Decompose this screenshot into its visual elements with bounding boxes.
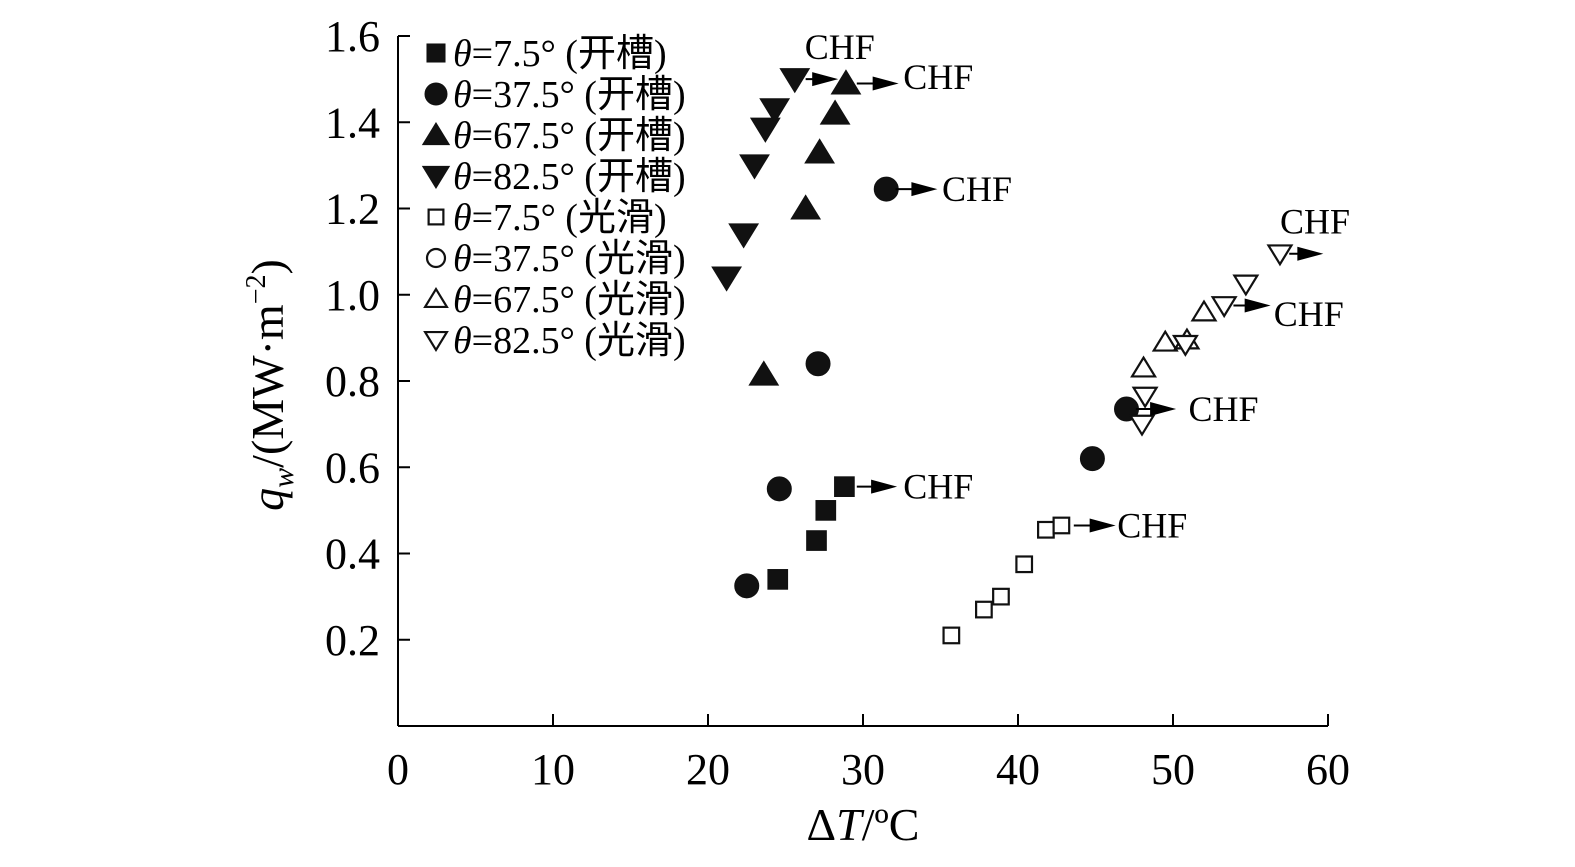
data-point bbox=[749, 117, 781, 143]
data-point bbox=[711, 266, 743, 292]
legend-label: θ=67.5° (光滑) bbox=[453, 279, 686, 321]
data-point bbox=[1079, 446, 1105, 472]
data-point bbox=[1151, 329, 1179, 352]
chf-label: CHF bbox=[942, 169, 1012, 209]
legend-marker bbox=[425, 247, 447, 269]
data-point bbox=[806, 530, 827, 551]
series-0 bbox=[767, 476, 855, 590]
chf-label: CHF bbox=[903, 467, 973, 507]
data-point bbox=[766, 476, 792, 502]
data-point bbox=[759, 98, 791, 124]
chf-arrow-head bbox=[872, 76, 899, 91]
y-tick-label: 0.2 bbox=[325, 616, 380, 665]
series-1 bbox=[734, 176, 1139, 599]
y-tick-label: 0.4 bbox=[325, 530, 380, 579]
data-point bbox=[1130, 355, 1158, 378]
data-point bbox=[779, 68, 811, 94]
chf-label: CHF bbox=[1280, 201, 1350, 241]
y-tick-label: 1.6 bbox=[325, 12, 380, 61]
legend-label: θ=82.5° (开槽) bbox=[453, 156, 686, 198]
legend-label: θ=82.5° (光滑) bbox=[453, 320, 686, 362]
legend-marker bbox=[421, 121, 451, 146]
data-point bbox=[734, 573, 760, 599]
series-2 bbox=[748, 69, 862, 386]
chf-arrow-head bbox=[812, 72, 839, 87]
chf-arrow-head bbox=[1089, 518, 1116, 533]
legend-label: θ=67.5° (开槽) bbox=[453, 115, 686, 157]
data-point bbox=[992, 587, 1010, 606]
data-point bbox=[1266, 244, 1294, 267]
data-point bbox=[805, 351, 831, 377]
data-point bbox=[1232, 274, 1260, 297]
chf-arrow-head bbox=[1244, 298, 1271, 313]
y-tick-label: 0.8 bbox=[325, 357, 380, 406]
data-point bbox=[804, 138, 836, 164]
series-3 bbox=[711, 68, 811, 292]
data-point bbox=[834, 476, 855, 497]
data-point bbox=[748, 360, 780, 386]
data-point bbox=[830, 69, 862, 95]
series-4 bbox=[942, 516, 1071, 645]
legend-marker bbox=[423, 330, 449, 353]
x-tick-label: 50 bbox=[1151, 745, 1195, 794]
chf-annotations: CHF CHF CHF CHF CHF CHF CHF CHF bbox=[805, 27, 1350, 546]
data-point bbox=[739, 154, 770, 180]
chf-label: CHF bbox=[1189, 389, 1259, 429]
x-tick-label: 40 bbox=[996, 745, 1040, 794]
legend-label: θ=37.5° (开槽) bbox=[453, 74, 686, 116]
data-point bbox=[819, 99, 851, 125]
chf-label: CHF bbox=[805, 27, 875, 67]
axes: 0 10 20 30 40 50 60 0.2 0.4 0.6 0.8 1.0 1.2 1.4 1.6 ΔT/… bbox=[241, 12, 1350, 850]
chf-arrow-head bbox=[871, 479, 898, 494]
x-tick-label: 60 bbox=[1306, 745, 1350, 794]
chf-arrow-head bbox=[1150, 402, 1177, 417]
data-point bbox=[1210, 296, 1238, 319]
data-point bbox=[815, 500, 837, 521]
data-point bbox=[1037, 520, 1055, 539]
data-point bbox=[1171, 334, 1199, 357]
legend-marker bbox=[426, 43, 446, 63]
data-point bbox=[790, 194, 822, 220]
legend-marker bbox=[424, 82, 448, 106]
legend-marker bbox=[423, 286, 449, 309]
series-7 bbox=[1128, 244, 1294, 437]
data-point bbox=[873, 176, 899, 202]
data-points bbox=[711, 68, 1294, 645]
y-tick-label: 1.2 bbox=[325, 185, 380, 234]
data-point bbox=[942, 626, 961, 645]
x-tick-label: 30 bbox=[841, 745, 885, 794]
data-point bbox=[1128, 414, 1156, 437]
data-point bbox=[1052, 516, 1071, 535]
data-point bbox=[728, 223, 760, 249]
chf-label: CHF bbox=[903, 57, 973, 97]
legend-marker bbox=[421, 165, 451, 190]
data-point bbox=[767, 569, 789, 590]
y-tick-label: 1.4 bbox=[325, 98, 380, 147]
chf-label: CHF bbox=[1274, 294, 1344, 334]
data-point bbox=[1015, 555, 1034, 574]
legend-marker bbox=[427, 208, 445, 226]
y-tick-label: 1.0 bbox=[325, 271, 380, 320]
x-tick-label: 0 bbox=[387, 745, 409, 794]
chf-arrow-head bbox=[911, 182, 938, 197]
y-tick-label: 0.6 bbox=[325, 443, 380, 492]
chf-arrow-head bbox=[1297, 246, 1324, 261]
legend: θ=7.5° (开槽)θ=37.5° (开槽)θ=67.5° (开槽)θ=82.… bbox=[421, 33, 686, 362]
y-axis-title: qw/(MW·m−2) bbox=[241, 259, 300, 511]
chf-label: CHF bbox=[1117, 505, 1187, 545]
x-tick-label: 20 bbox=[686, 745, 730, 794]
data-point bbox=[975, 600, 993, 619]
legend-label: θ=7.5° (开槽) bbox=[453, 33, 667, 75]
data-point bbox=[1190, 299, 1218, 322]
series-6 bbox=[1130, 299, 1218, 378]
data-point bbox=[1131, 386, 1159, 409]
legend-label: θ=37.5° (光滑) bbox=[453, 238, 686, 280]
x-axis-title: ΔT/ºC bbox=[807, 799, 920, 850]
legend-label: θ=7.5° (光滑) bbox=[453, 197, 667, 239]
x-tick-label: 10 bbox=[531, 745, 575, 794]
